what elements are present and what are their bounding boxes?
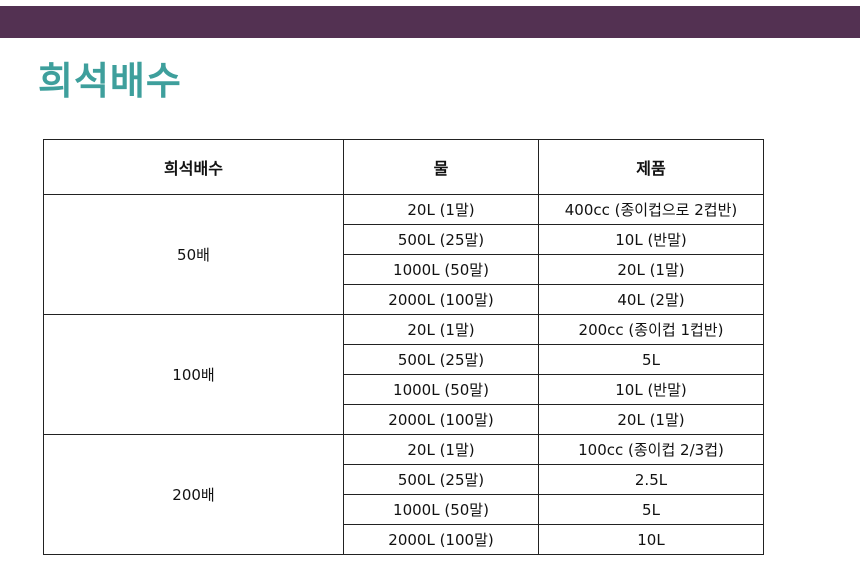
water-cell: 2000L (100말)	[343, 404, 539, 435]
table-row: 2000L (100말) 20L (1말)	[44, 404, 764, 435]
ratio-cell: 200배	[43, 434, 344, 555]
water-cell: 1000L (50말)	[343, 254, 539, 285]
product-cell: 10L (반말)	[538, 374, 764, 405]
header-water: 물	[343, 139, 539, 195]
water-cell: 20L (1말)	[343, 194, 539, 225]
header-product: 제품	[538, 139, 764, 195]
product-cell: 40L (2말)	[538, 284, 764, 315]
water-cell: 2000L (100말)	[343, 524, 539, 555]
ratio-cell: 100배	[43, 314, 344, 435]
page-title: 희석배수	[38, 59, 182, 103]
water-cell: 2000L (100말)	[343, 284, 539, 315]
table-row: 1000L (50말) 10L (반말)	[44, 374, 764, 405]
product-cell: 5L	[538, 494, 764, 525]
product-cell: 400cc (종이컵으로 2컵반)	[538, 194, 764, 225]
table-row: 2000L (100말) 10L	[44, 524, 764, 555]
header-dilution-ratio: 희석배수	[43, 139, 344, 195]
table-row: 500L (25말) 10L (반말)	[44, 224, 764, 255]
table-row: 200배 20L (1말) 100cc (종이컵 2/3컵)	[43, 434, 764, 555]
product-cell: 2.5L	[538, 464, 764, 495]
ratio-cell: 50배	[43, 194, 344, 315]
water-cell: 500L (25말)	[343, 344, 539, 375]
table-header-row: 희석배수 물 제품	[43, 139, 764, 195]
product-cell: 5L	[538, 344, 764, 375]
top-banner-bar	[0, 6, 860, 38]
water-cell: 1000L (50말)	[343, 374, 539, 405]
water-cell: 20L (1말)	[343, 314, 539, 345]
table-row: 100배 20L (1말) 200cc (종이컵 1컵반)	[43, 314, 764, 435]
table-row: 500L (25말) 2.5L	[44, 464, 764, 495]
water-cell: 20L (1말)	[343, 434, 539, 465]
product-cell: 10L	[538, 524, 764, 555]
table-row: 50배 20L (1말) 400cc (종이컵으로 2컵반)	[43, 194, 764, 315]
water-cell: 500L (25말)	[343, 464, 539, 495]
table-row: 2000L (100말) 40L (2말)	[44, 284, 764, 315]
product-cell: 20L (1말)	[538, 404, 764, 435]
product-cell: 10L (반말)	[538, 224, 764, 255]
product-cell: 100cc (종이컵 2/3컵)	[538, 434, 764, 465]
table-row: 1000L (50말) 5L	[44, 494, 764, 525]
table-row: 1000L (50말) 20L (1말)	[44, 254, 764, 285]
water-cell: 500L (25말)	[343, 224, 539, 255]
water-cell: 1000L (50말)	[343, 494, 539, 525]
dilution-table: 희석배수 물 제품 50배 20L (1말) 400cc (종이컵으로 2컵반)…	[43, 139, 764, 555]
product-cell: 20L (1말)	[538, 254, 764, 285]
product-cell: 200cc (종이컵 1컵반)	[538, 314, 764, 345]
table-row: 500L (25말) 5L	[44, 344, 764, 375]
